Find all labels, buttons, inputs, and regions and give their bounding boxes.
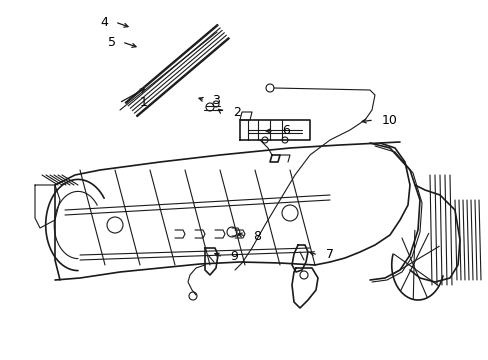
Text: 9: 9 (229, 251, 237, 264)
Text: 10: 10 (381, 113, 397, 126)
Text: 7: 7 (325, 248, 333, 261)
Text: 6: 6 (282, 125, 289, 138)
Text: 4: 4 (100, 15, 108, 28)
Text: 3: 3 (212, 94, 220, 107)
Text: 8: 8 (252, 230, 261, 243)
Text: 1: 1 (140, 96, 148, 109)
Text: 2: 2 (232, 105, 241, 118)
Text: 5: 5 (108, 36, 116, 49)
